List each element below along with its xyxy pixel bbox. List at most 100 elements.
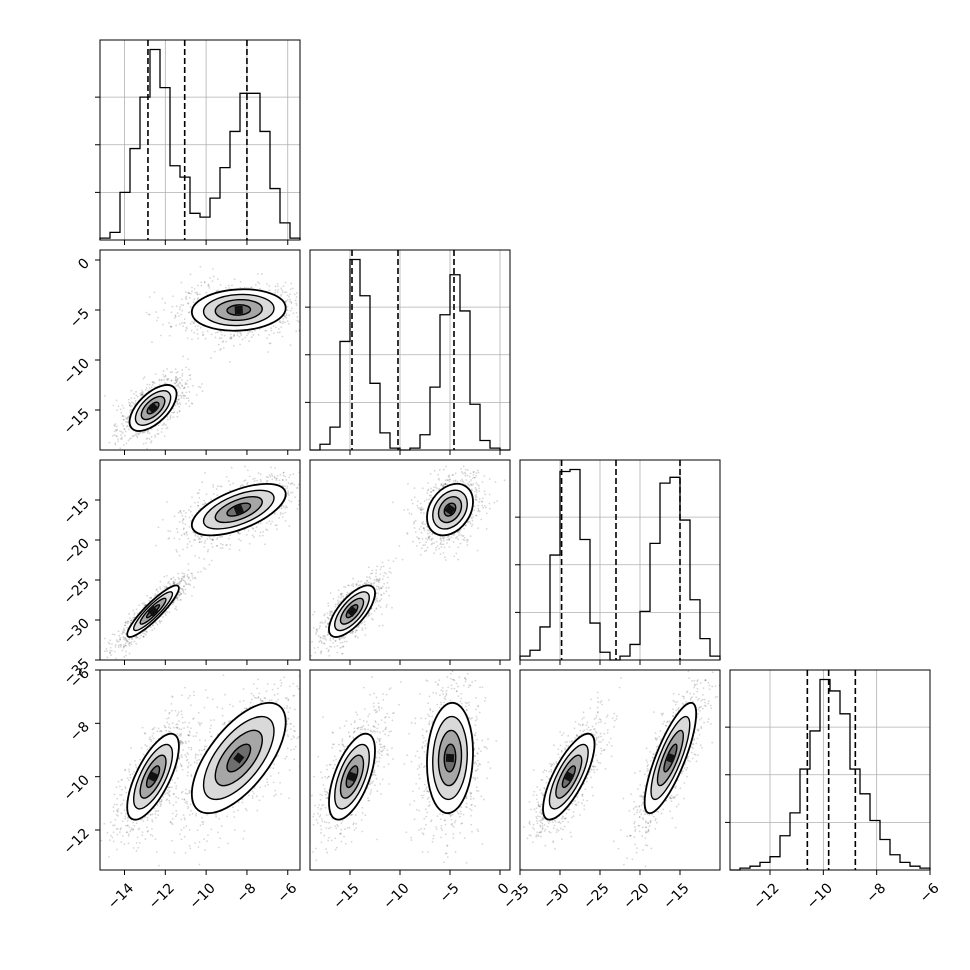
sample-point	[255, 697, 258, 699]
sample-point	[165, 585, 168, 588]
sample-point	[294, 730, 296, 733]
sample-point	[239, 343, 241, 346]
sample-point	[187, 302, 190, 305]
sample-point	[113, 425, 116, 428]
sample-point	[286, 506, 288, 509]
sample-point	[134, 763, 137, 766]
sample-point	[121, 778, 124, 781]
sample-point	[124, 636, 127, 639]
sample-point	[280, 684, 282, 687]
sample-point	[296, 316, 299, 318]
sample-point	[151, 381, 154, 384]
sample-point	[173, 515, 176, 518]
sample-point	[256, 281, 259, 284]
sample-point	[187, 697, 190, 699]
sample-point	[184, 296, 187, 299]
sample-point	[147, 313, 150, 316]
sample-point	[180, 281, 183, 284]
sample-point	[180, 579, 183, 582]
sample-point	[128, 642, 131, 645]
sample-point	[128, 438, 131, 440]
sample-point	[284, 519, 287, 522]
sample-point	[182, 591, 185, 594]
sample-point	[193, 320, 196, 323]
sample-point	[194, 534, 197, 537]
sample-point	[179, 580, 182, 583]
sample-point	[124, 817, 127, 820]
sample-point	[175, 605, 177, 608]
sample-point	[197, 711, 200, 714]
sample-point	[162, 370, 165, 372]
sample-point	[209, 537, 212, 540]
sample-point	[112, 806, 115, 809]
sample-point	[172, 583, 175, 585]
sample-point	[106, 831, 109, 834]
sample-point	[168, 795, 171, 797]
sample-point	[211, 538, 213, 541]
sample-point	[133, 403, 136, 406]
density-peak-mode0	[147, 402, 159, 414]
sample-point	[141, 431, 144, 434]
sample-point	[137, 636, 139, 639]
sample-point	[119, 430, 121, 432]
sample-point	[174, 382, 177, 385]
sample-point	[166, 415, 169, 418]
sample-point	[175, 376, 178, 378]
sample-point	[162, 795, 165, 798]
sample-point	[171, 305, 174, 308]
sample-point	[175, 384, 178, 387]
sample-point	[178, 582, 181, 585]
sample-point	[183, 799, 186, 801]
sample-point	[154, 593, 157, 595]
sample-point	[134, 399, 137, 402]
sample-point	[180, 303, 183, 306]
sample-point	[286, 320, 289, 323]
sample-point	[125, 791, 128, 794]
sample-point	[196, 759, 198, 762]
sample-point	[239, 331, 241, 334]
sample-point	[170, 326, 173, 328]
sample-point	[130, 389, 133, 392]
sample-point	[203, 499, 206, 502]
sample-point	[193, 576, 196, 579]
sample-point	[179, 382, 182, 385]
sample-point	[244, 479, 247, 482]
sample-point	[140, 818, 143, 821]
sample-point	[207, 834, 209, 837]
sample-point	[296, 507, 299, 510]
sample-point	[252, 334, 255, 336]
sample-point	[181, 742, 184, 745]
sample-point	[160, 800, 163, 803]
sample-point	[253, 477, 256, 480]
sample-point	[110, 649, 113, 652]
sample-point	[180, 593, 183, 595]
sample-point	[188, 730, 191, 733]
sample-point	[178, 711, 180, 713]
sample-point	[256, 479, 258, 482]
sample-point	[141, 393, 143, 396]
sample-point	[122, 646, 125, 649]
sample-point	[176, 597, 178, 599]
sample-point	[158, 620, 161, 623]
sample-point	[116, 409, 118, 412]
sample-point	[281, 516, 284, 518]
sample-point	[196, 333, 199, 336]
sample-point	[171, 295, 174, 298]
sample-point	[207, 284, 210, 287]
sample-point	[251, 794, 254, 797]
sample-point	[267, 476, 269, 479]
sample-point	[104, 650, 106, 652]
sample-point	[184, 394, 187, 397]
sample-point	[176, 377, 179, 380]
sample-point	[201, 390, 204, 392]
panel-content	[100, 670, 300, 867]
sample-point	[185, 366, 187, 369]
sample-point	[185, 298, 188, 301]
sample-point	[174, 315, 177, 318]
sample-point	[165, 586, 168, 589]
sample-point	[282, 471, 285, 474]
sample-point	[240, 334, 243, 337]
sample-point	[302, 305, 304, 307]
sample-point	[145, 311, 148, 314]
sample-point	[112, 824, 114, 827]
